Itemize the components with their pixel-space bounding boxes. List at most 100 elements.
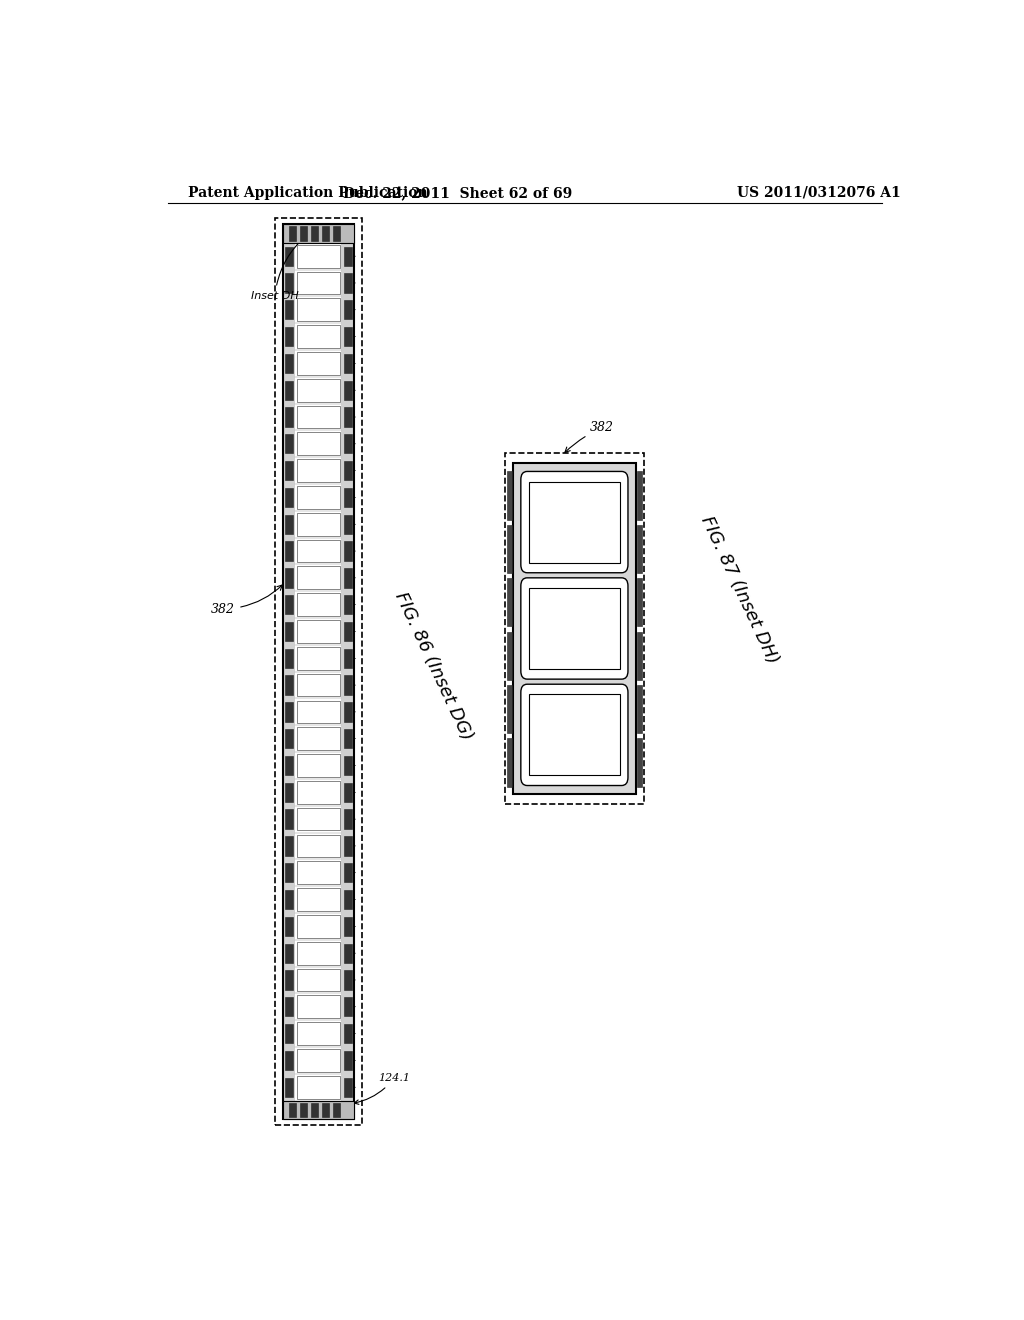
- Bar: [528, 587, 621, 669]
- Text: 382: 382: [565, 421, 614, 453]
- Bar: [297, 272, 340, 294]
- Bar: [285, 488, 293, 507]
- Bar: [344, 916, 352, 936]
- Bar: [297, 513, 340, 536]
- Bar: [285, 676, 293, 694]
- Bar: [333, 227, 340, 240]
- Bar: [528, 482, 621, 562]
- Bar: [285, 729, 293, 748]
- Bar: [285, 354, 293, 374]
- Bar: [344, 783, 352, 803]
- Bar: [297, 244, 340, 268]
- Text: 124.1: 124.1: [354, 1073, 410, 1105]
- Bar: [297, 405, 340, 429]
- Bar: [297, 834, 340, 857]
- Bar: [296, 227, 341, 1115]
- Bar: [344, 380, 352, 400]
- Bar: [297, 995, 340, 1018]
- Bar: [300, 227, 307, 240]
- Bar: [507, 471, 512, 520]
- Bar: [285, 997, 293, 1016]
- Bar: [285, 541, 293, 561]
- Bar: [285, 461, 293, 480]
- Bar: [285, 247, 293, 265]
- Bar: [285, 809, 293, 829]
- Bar: [285, 408, 293, 426]
- Bar: [344, 970, 352, 990]
- Bar: [285, 1051, 293, 1071]
- Bar: [297, 1049, 340, 1072]
- Bar: [344, 676, 352, 694]
- Bar: [311, 227, 317, 240]
- Bar: [344, 622, 352, 642]
- Bar: [344, 595, 352, 614]
- Bar: [507, 578, 512, 627]
- Bar: [285, 783, 293, 803]
- Bar: [297, 433, 340, 455]
- Bar: [285, 273, 293, 293]
- Bar: [344, 1024, 352, 1043]
- Bar: [344, 354, 352, 374]
- Bar: [297, 701, 340, 723]
- Bar: [344, 300, 352, 319]
- Bar: [297, 1076, 340, 1098]
- Bar: [285, 970, 293, 990]
- Bar: [285, 756, 293, 775]
- Bar: [344, 729, 352, 748]
- Bar: [285, 648, 293, 668]
- Bar: [297, 754, 340, 777]
- Bar: [297, 915, 340, 937]
- Bar: [344, 488, 352, 507]
- Bar: [344, 408, 352, 426]
- Bar: [513, 463, 636, 793]
- Bar: [297, 808, 340, 830]
- Bar: [297, 647, 340, 669]
- Bar: [637, 738, 642, 787]
- Bar: [297, 325, 340, 348]
- Text: Dec. 22, 2011  Sheet 62 of 69: Dec. 22, 2011 Sheet 62 of 69: [343, 186, 572, 199]
- Bar: [333, 1102, 340, 1117]
- Bar: [285, 1077, 293, 1097]
- Bar: [297, 1022, 340, 1045]
- Bar: [300, 1102, 307, 1117]
- Bar: [297, 888, 340, 911]
- Bar: [297, 862, 340, 884]
- Bar: [289, 227, 296, 240]
- Bar: [344, 247, 352, 265]
- Bar: [344, 434, 352, 454]
- Bar: [637, 471, 642, 520]
- Bar: [297, 620, 340, 643]
- Bar: [289, 1102, 296, 1117]
- Bar: [297, 593, 340, 616]
- Bar: [344, 809, 352, 829]
- Bar: [344, 890, 352, 909]
- Bar: [297, 727, 340, 750]
- Bar: [285, 595, 293, 614]
- Bar: [297, 486, 340, 508]
- Bar: [344, 702, 352, 722]
- Bar: [637, 631, 642, 680]
- Bar: [344, 1051, 352, 1071]
- Bar: [344, 944, 352, 962]
- Bar: [283, 224, 354, 243]
- Bar: [297, 781, 340, 804]
- Bar: [285, 327, 293, 346]
- Bar: [297, 941, 340, 965]
- Bar: [285, 702, 293, 722]
- Bar: [285, 622, 293, 642]
- Bar: [507, 525, 512, 573]
- Bar: [297, 459, 340, 482]
- Text: FIG. 86 (Inset DG): FIG. 86 (Inset DG): [391, 590, 476, 743]
- Bar: [297, 540, 340, 562]
- Bar: [285, 515, 293, 533]
- Bar: [297, 379, 340, 401]
- Bar: [344, 515, 352, 533]
- Bar: [344, 863, 352, 882]
- Bar: [637, 525, 642, 573]
- Bar: [344, 837, 352, 855]
- Bar: [507, 738, 512, 787]
- FancyBboxPatch shape: [521, 684, 628, 785]
- Bar: [274, 218, 362, 1125]
- Bar: [637, 578, 642, 627]
- Bar: [344, 1077, 352, 1097]
